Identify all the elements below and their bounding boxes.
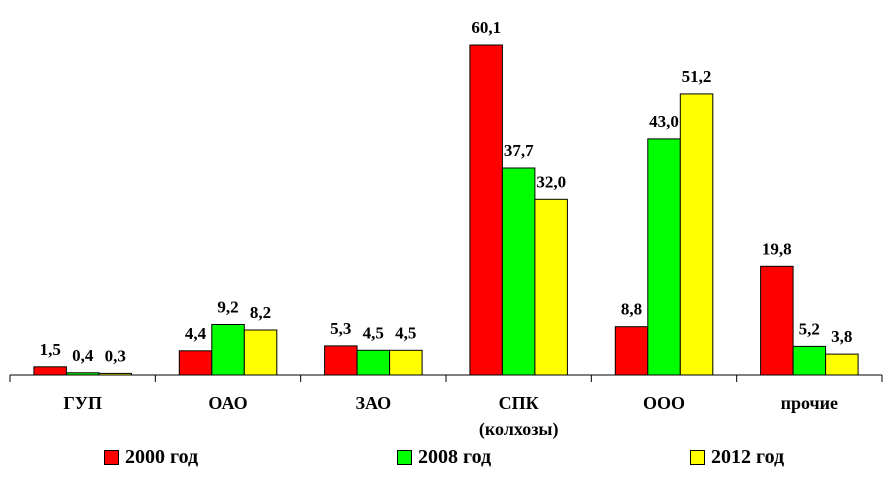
data-label: 51,2 (682, 67, 712, 86)
bar (178, 350, 213, 376)
category-label: ЗАО (355, 393, 391, 413)
bar (792, 345, 827, 376)
data-label: 19,8 (762, 239, 792, 258)
bars-layer (33, 44, 859, 376)
data-label: 4,4 (185, 324, 207, 343)
category-label: СПК (499, 393, 539, 413)
legend-item-2008: 2008 год (397, 446, 491, 469)
category-label: ОАО (208, 393, 247, 413)
value-labels-layer: 1,5 0,4 0,3 4,4 9,2 8,2 5,3 4,5 4,5 60,1 37,732,0 8… (40, 18, 853, 365)
data-label: 4,5 (363, 323, 384, 342)
bar-chart: 1,5 0,4 0,3 4,4 9,2 8,2 5,3 4,5 4,5 60,1 37,732,0 8… (9, 18, 883, 440)
legend-swatch-2000 (104, 450, 119, 465)
data-label: 37,7 (504, 141, 534, 160)
bar (389, 349, 423, 376)
legend-label-2000: 2000 год (125, 446, 199, 468)
data-label: 60,1 (471, 18, 501, 37)
data-label: 0,4 (72, 346, 94, 365)
legend-item-2000: 2000 год (104, 446, 198, 469)
legend-item-2012: 2012 год (690, 446, 784, 469)
bar (501, 167, 536, 376)
bar (243, 329, 278, 376)
data-label: 32,0 (536, 172, 566, 191)
bar (324, 345, 358, 376)
bar (760, 265, 794, 376)
bar (534, 198, 568, 376)
data-label: 9,2 (217, 298, 238, 317)
data-label: 8,2 (250, 303, 271, 322)
bar (825, 353, 859, 376)
data-label: 3,8 (831, 327, 852, 346)
bar (211, 324, 245, 376)
legend-label-2008: 2008 год (418, 446, 492, 468)
legend-swatch-2012 (690, 450, 705, 465)
category-labels-layer: ГУП ОАО ЗАО СПК (колхозы) ООО прочие (63, 393, 838, 440)
bar (679, 93, 714, 376)
legend-label-2012: 2012 год (711, 446, 785, 468)
data-label: 43,0 (649, 112, 679, 131)
data-label: 5,2 (799, 319, 820, 338)
data-label: 5,3 (330, 319, 351, 338)
bar (33, 366, 67, 376)
data-label: 4,5 (395, 323, 416, 342)
data-label: 0,3 (105, 346, 126, 365)
bar (647, 138, 681, 376)
category-label: ООО (643, 393, 685, 413)
bar (614, 326, 649, 376)
legend-swatch-2008 (397, 450, 412, 465)
x-axis-ticks (9, 375, 883, 382)
data-label: 8,8 (621, 300, 642, 319)
category-label: ГУП (63, 393, 102, 413)
bar (469, 44, 503, 376)
bar (356, 349, 391, 376)
data-label: 1,5 (40, 340, 61, 359)
category-label: (колхозы) (479, 419, 559, 440)
category-label: прочие (781, 393, 838, 413)
legend: 2000 год 2008 год 2012 год (0, 446, 896, 486)
